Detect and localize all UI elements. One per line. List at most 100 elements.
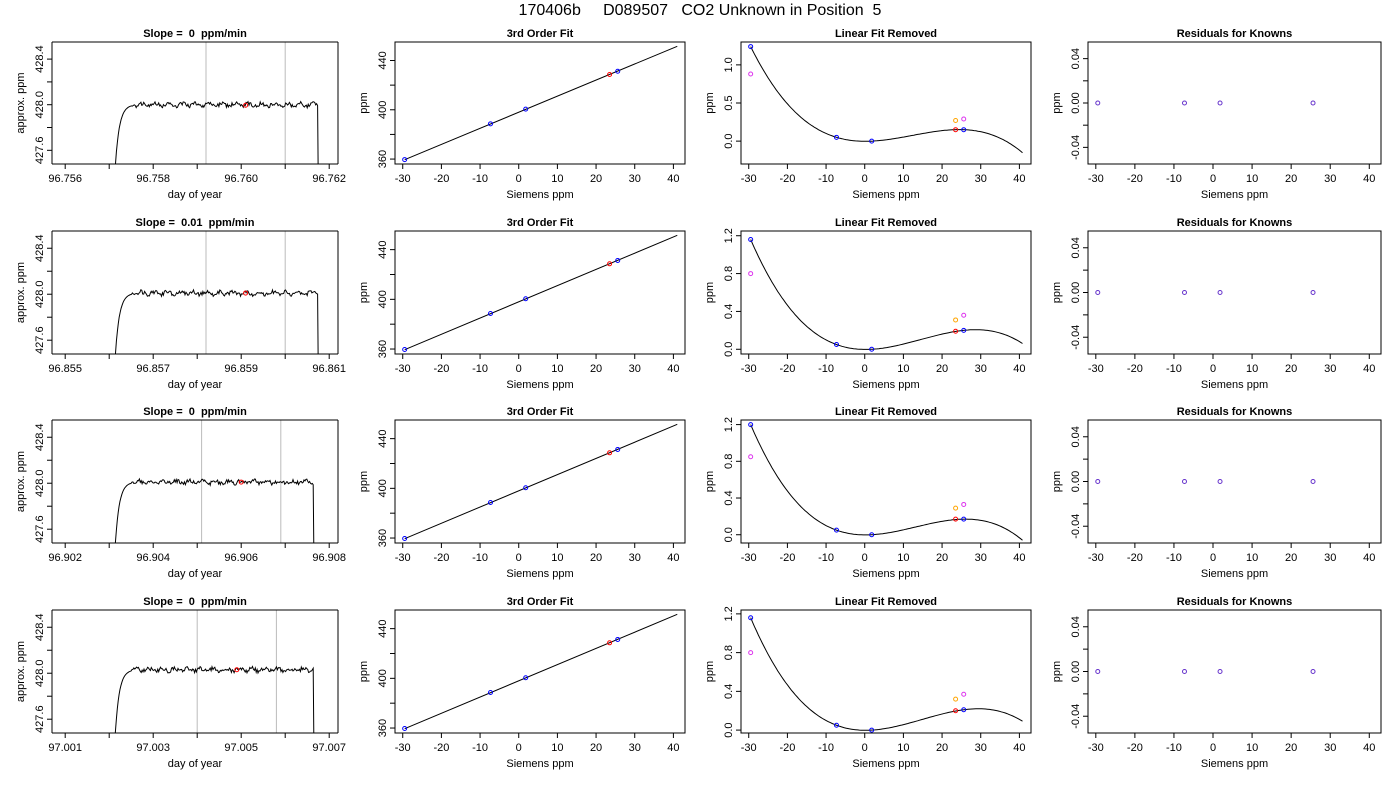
r1-residuals-xtick-label-6: 30 xyxy=(1324,363,1336,375)
r0-timeseries-ytick-label-0: 427.6 xyxy=(34,137,46,165)
r3-residuals-ytick-label-2: 0.04 xyxy=(1070,616,1082,637)
r2-residuals-point-1 xyxy=(1181,479,1187,484)
r1-linear-removed-xtick-label-6: 30 xyxy=(975,363,987,375)
r1-linear-removed-ytick-label-1: 0.4 xyxy=(723,304,735,319)
r2-residuals-xtick-label-3: 0 xyxy=(1210,552,1216,564)
r2-linear-removed-ytick-label-3: 1.2 xyxy=(723,417,735,432)
r0-linear-removed-xtick-label-3: 0 xyxy=(862,173,868,185)
r0-timeseries-plot-area xyxy=(114,42,319,164)
r1-residuals-xlabel: Siemens ppm xyxy=(1201,379,1268,391)
r1-linear-removed-ytick-label-2: 0.8 xyxy=(723,266,735,281)
r2-linear-removed-xtick-label-5: 20 xyxy=(936,552,948,564)
r3-linear-removed-point-2 xyxy=(869,727,875,733)
r2-timeseries-ytick-label-2: 428.4 xyxy=(34,423,46,451)
r0-timeseries-ylabel: approx. ppm xyxy=(15,72,27,133)
r2-timeseries-xtick-label-1: 96.904 xyxy=(136,552,170,564)
r1-fit-title: 3rd Order Fit xyxy=(507,217,574,229)
r2-residuals-point-0 xyxy=(1095,479,1101,484)
r2-linear-removed-ytick-label-1: 0.4 xyxy=(723,490,735,505)
r1-fit-ytick-label-2: 440 xyxy=(377,240,389,258)
r1-fit-plot-area xyxy=(402,234,678,353)
r2-residuals-ylabel: ppm xyxy=(1051,471,1063,492)
r0-linear-removed-cubic-curve xyxy=(750,46,1023,154)
r3-linear-removed-point-6 xyxy=(953,696,959,702)
r2-linear-removed-title: Linear Fit Removed xyxy=(835,406,937,418)
r2-fit-ytick-label-2: 440 xyxy=(377,429,389,447)
r0-fit-ylabel: ppm xyxy=(358,92,370,113)
r3-linear-removed-point-7 xyxy=(961,691,967,697)
r2-fit-ylabel: ppm xyxy=(358,471,370,492)
r2-residuals-xtick-label-6: 30 xyxy=(1324,552,1336,564)
r1-fit-ytick-label-0: 360 xyxy=(377,340,389,358)
r3-linear-removed-ytick-label-1: 0.4 xyxy=(723,684,735,699)
r0-fit-point-1 xyxy=(488,121,494,127)
r2-linear-removed-point-4 xyxy=(953,516,959,522)
r1-linear-removed-xtick-label-2: -10 xyxy=(818,363,834,375)
r1-residuals-xtick-label-5: 20 xyxy=(1285,363,1297,375)
r3-timeseries-trace xyxy=(114,665,315,733)
r2-linear-removed-xtick-label-7: 40 xyxy=(1013,552,1025,564)
r1-linear-removed-frame xyxy=(740,230,1032,355)
r2-fit-xtick-label-6: 30 xyxy=(629,552,641,564)
r0-timeseries-ytick-label-1: 428.0 xyxy=(34,91,46,119)
r3-residuals-point-0 xyxy=(1095,669,1101,674)
r1-fit-xtick-label-0: -30 xyxy=(395,363,411,375)
r2-linear-removed-point-3 xyxy=(961,516,967,522)
r2-linear-removed-ytick-label-0: 0.0 xyxy=(723,527,735,542)
r2-fit-plot-area xyxy=(402,423,678,542)
r1-linear-removed-point-3 xyxy=(961,327,967,333)
r0-timeseries-xtick-label-2: 96.760 xyxy=(224,173,258,185)
r2-residuals-xtick-label-0: -30 xyxy=(1088,552,1104,564)
r0-linear-removed-point-3 xyxy=(961,127,967,133)
r3-fit-title: 3rd Order Fit xyxy=(507,596,574,608)
r3-residuals-panel: Residuals for Knowns -30 -20 -10 0 10 20 30 40 -0… xyxy=(1051,596,1382,770)
r2-fit-xtick-label-4: 10 xyxy=(551,552,563,564)
r3-linear-removed-ytick-label-3: 1.2 xyxy=(723,606,735,621)
r0-residuals-frame xyxy=(1087,41,1382,165)
r1-linear-removed-xtick-label-3: 0 xyxy=(862,363,868,375)
r3-linear-removed-xlabel: Siemens ppm xyxy=(852,758,919,770)
r0-fit-point-3 xyxy=(615,68,621,74)
r0-linear-removed-plot-area xyxy=(748,44,1023,154)
r0-residuals-xtick-label-5: 20 xyxy=(1285,173,1297,185)
r1-timeseries-trace xyxy=(114,288,319,354)
r3-fit-xtick-label-1: -20 xyxy=(433,742,449,754)
r3-fit-point-4 xyxy=(607,640,613,646)
r2-fit-point-1 xyxy=(488,499,494,505)
r3-linear-removed-xtick-label-4: 10 xyxy=(897,742,909,754)
r0-fit-xtick-label-5: 20 xyxy=(590,173,602,185)
r0-fit-xtick-label-0: -30 xyxy=(395,173,411,185)
r2-linear-removed-xtick-label-2: -10 xyxy=(818,552,834,564)
r2-fit-xtick-label-7: 40 xyxy=(667,552,679,564)
r1-linear-removed-plot-area xyxy=(748,237,1023,352)
r2-fit-point-3 xyxy=(615,446,621,452)
r2-linear-removed-point-6 xyxy=(953,505,959,511)
r0-linear-removed-ylabel: ppm xyxy=(704,92,716,113)
r3-linear-removed-point-1 xyxy=(834,722,840,728)
r2-residuals-xtick-label-5: 20 xyxy=(1285,552,1297,564)
r0-fit-point-4 xyxy=(607,72,613,78)
r0-residuals-xtick-label-1: -20 xyxy=(1127,173,1143,185)
r3-fit-ytick-label-2: 440 xyxy=(377,619,389,637)
r0-residuals-xtick-label-7: 40 xyxy=(1363,173,1375,185)
r3-fit-xlabel: Siemens ppm xyxy=(506,758,573,770)
r1-residuals-xtick-label-3: 0 xyxy=(1210,363,1216,375)
r1-fit-point-0 xyxy=(402,347,408,353)
r1-linear-removed-point-2 xyxy=(869,346,875,352)
r1-residuals-xtick-label-0: -30 xyxy=(1088,363,1104,375)
r1-timeseries-xtick-label-2: 96.859 xyxy=(224,363,258,375)
r0-fit-point-0 xyxy=(402,157,408,163)
r2-fit-point-2 xyxy=(523,485,529,491)
r1-linear-removed-point-5 xyxy=(748,271,754,277)
r1-residuals-point-1 xyxy=(1181,290,1187,295)
r3-timeseries-panel: Slope = 0 ppm/min 97.001 97.003 97.005 97.00… xyxy=(15,596,346,770)
r3-timeseries-xtick-label-1: 97.003 xyxy=(136,742,170,754)
r2-fit-frame xyxy=(394,419,686,544)
r2-linear-removed-panel: Linear Fit Removed -30 -20 -10 0 10 20 30 40 0.0 0… xyxy=(704,406,1032,580)
r1-linear-removed-xtick-label-4: 10 xyxy=(897,363,909,375)
r3-fit-fit-line xyxy=(404,613,678,730)
r1-linear-removed-xtick-label-7: 40 xyxy=(1013,363,1025,375)
r3-linear-removed-xtick-label-2: -10 xyxy=(818,742,834,754)
r2-residuals-xtick-label-2: -10 xyxy=(1166,552,1182,564)
